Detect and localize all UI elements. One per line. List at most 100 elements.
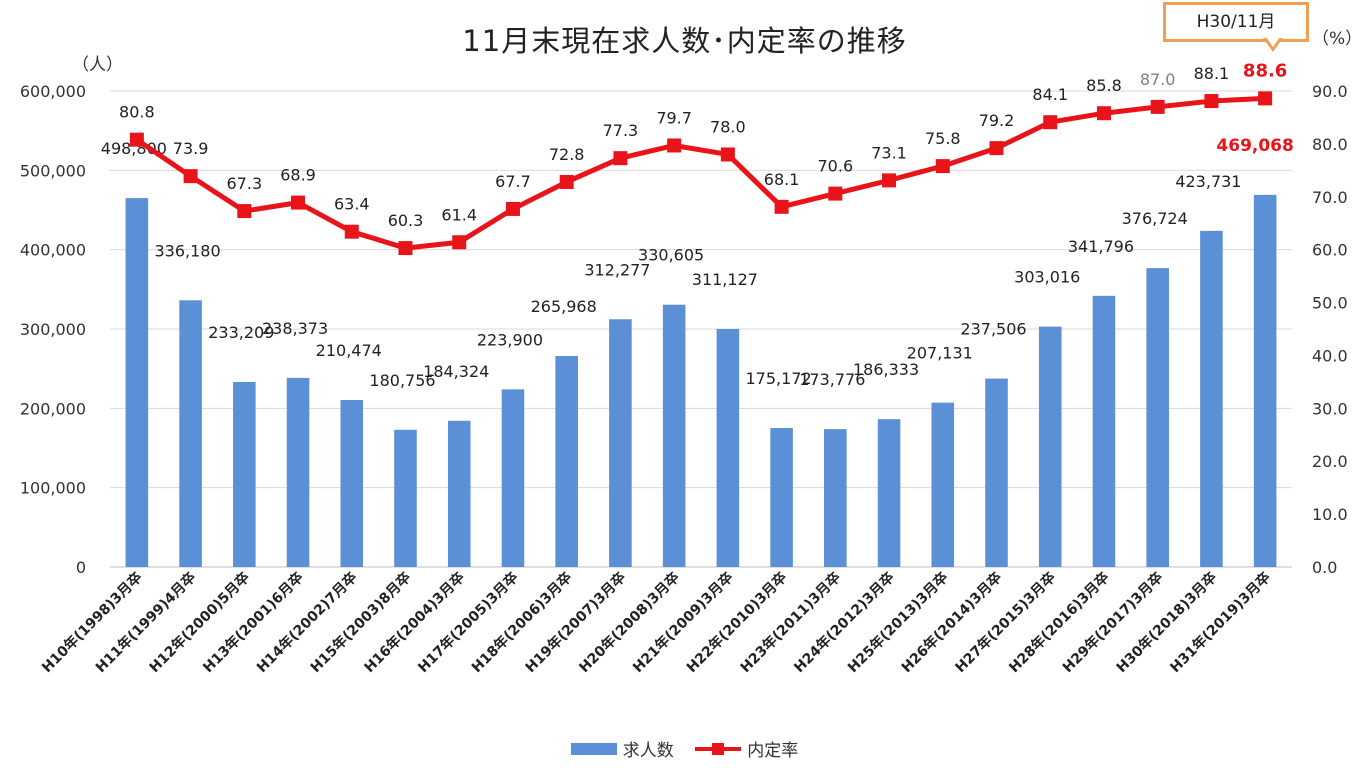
chart-title: 11月末現在求人数･内定率の推移 [462,24,907,58]
y-right-tick-label: 40.0 [1312,346,1348,365]
x-tick-label: H25年(2013)3月卒 [844,569,951,676]
bar-13 [770,428,793,567]
bar-14 [824,429,847,567]
bar-value-label: 469,068 [1216,136,1293,156]
y-left-tick-label: 500,000 [20,161,86,180]
bar-19 [1092,295,1116,567]
rate-marker-13 [774,199,789,214]
rate-value-label: 72.8 [549,145,585,164]
rate-marker-20 [1150,99,1165,114]
rate-marker-22 [1258,91,1273,106]
x-tick-label: H29年(2017)3月卒 [1059,569,1166,676]
rate-marker-7 [452,235,467,250]
legend-label-bars: 求人数 [622,741,674,761]
rate-marker-3 [237,204,252,219]
rate-value-label: 68.1 [764,170,800,189]
bar-value-label: 186,333 [853,360,919,379]
x-tick-label: H17年(2005)3月卒 [415,569,522,676]
rate-value-label: 84.1 [1032,85,1068,104]
rate-marker-16 [935,159,950,174]
bar-6 [394,429,417,567]
x-tick-label: H27年(2015)3月卒 [952,569,1059,676]
x-tick-label: H18年(2006)3月卒 [468,569,575,676]
rate-line [135,95,1266,251]
rate-value-label: 68.9 [280,166,316,185]
rate-value-label: 88.6 [1243,60,1287,81]
y-left-tick-label: 400,000 [20,241,86,260]
rate-value-label: 77.3 [603,121,639,140]
bar-7 [447,420,471,567]
callout-tail-inner [1266,37,1280,47]
y-right-tick-label: 20.0 [1312,452,1348,471]
rate-marker-12 [720,147,735,162]
rate-value-label: 80.8 [119,103,155,122]
rate-value-label: 79.7 [656,108,692,127]
y-left-tick-label: 600,000 [20,82,86,101]
bar-value-label: 238,373 [262,319,328,338]
rate-value-label: 61.4 [441,205,477,224]
rate-value-label: 67.7 [495,172,531,191]
bar-9 [555,355,578,567]
bar-value-label: 210,474 [316,341,382,360]
bar-22 [1253,194,1277,567]
rate-value-label: 63.4 [334,195,370,214]
x-tick-label: H20年(2008)3月卒 [576,569,683,676]
bar-value-label: 237,506 [960,320,1026,339]
bar-value-label: 233,209 [208,323,274,342]
x-tick-label: H13年(2001)6月卒 [200,569,307,676]
x-tick-label: H24年(2012)3月卒 [791,569,898,676]
rate-marker-4 [291,195,306,210]
rate-value-label: 78.0 [710,117,746,136]
bar-value-label: 311,127 [692,270,758,289]
rate-value-label: 75.8 [925,129,961,148]
bar-value-label: 498,800 [101,139,167,158]
y-right-tick-label: 60.0 [1312,241,1348,260]
legend-item-line: 内定率 [695,736,798,761]
rate-marker-14 [828,186,843,201]
legend-label-line: 内定率 [747,741,799,761]
callout-box: H30/11月 [1163,2,1309,42]
bar-value-label: 423,731 [1175,172,1241,191]
bar-2 [179,300,202,567]
rate-value-label: 85.8 [1086,76,1122,95]
rate-marker-19 [1096,106,1111,121]
bar-value-label: 376,724 [1122,209,1188,228]
x-tick-label: H16年(2004)3月卒 [361,569,468,676]
x-tick-label: H14年(2002)7月卒 [253,569,360,676]
rate-value-label: 70.6 [818,157,854,176]
x-tick-label: H21年(2009)3月卒 [629,569,736,676]
y-left-tick-label: 300,000 [20,320,86,339]
rate-marker-15 [882,173,897,188]
rate-value-label: 88.1 [1194,64,1230,83]
bar-15 [877,419,901,567]
rate-value-label: 60.3 [388,211,424,230]
x-tick-label: H30年(2018)3月卒 [1113,569,1220,676]
rate-marker-11 [667,138,682,153]
rate-marker-2 [183,169,198,184]
rate-value-label: 73.1 [871,143,907,162]
rate-marker-1 [129,132,144,147]
bar-8 [501,389,525,567]
y-right-tick-label: 90.0 [1312,82,1348,101]
y-right-tick-label: 50.0 [1312,294,1348,313]
y-left-tick-label: 100,000 [20,479,86,498]
rate-value-label: 73.9 [173,139,209,158]
rate-marker-17 [989,141,1004,156]
bar-value-label: 336,180 [155,241,221,260]
bar-17 [985,378,1008,567]
x-tick-label: H28年(2016)3月卒 [1006,569,1113,676]
x-tick-label: H26年(2014)3月卒 [898,569,1005,676]
bar-3 [233,381,256,567]
rate-marker-6 [398,241,413,256]
bar-value-label: 207,131 [907,344,973,363]
legend-swatch-bar [570,742,617,755]
bar-10 [609,319,632,567]
bar-value-label: 180,756 [369,371,435,390]
bar-16 [931,402,955,567]
x-tick-label: H12年(2000)5月卒 [146,569,253,676]
rate-value-label: 67.3 [227,174,263,193]
y-right-tick-label: 70.0 [1312,188,1348,207]
bar-value-label: 173,776 [799,370,865,389]
bar-value-label: 223,900 [477,330,543,349]
bar-value-label: 175,172 [746,369,812,388]
